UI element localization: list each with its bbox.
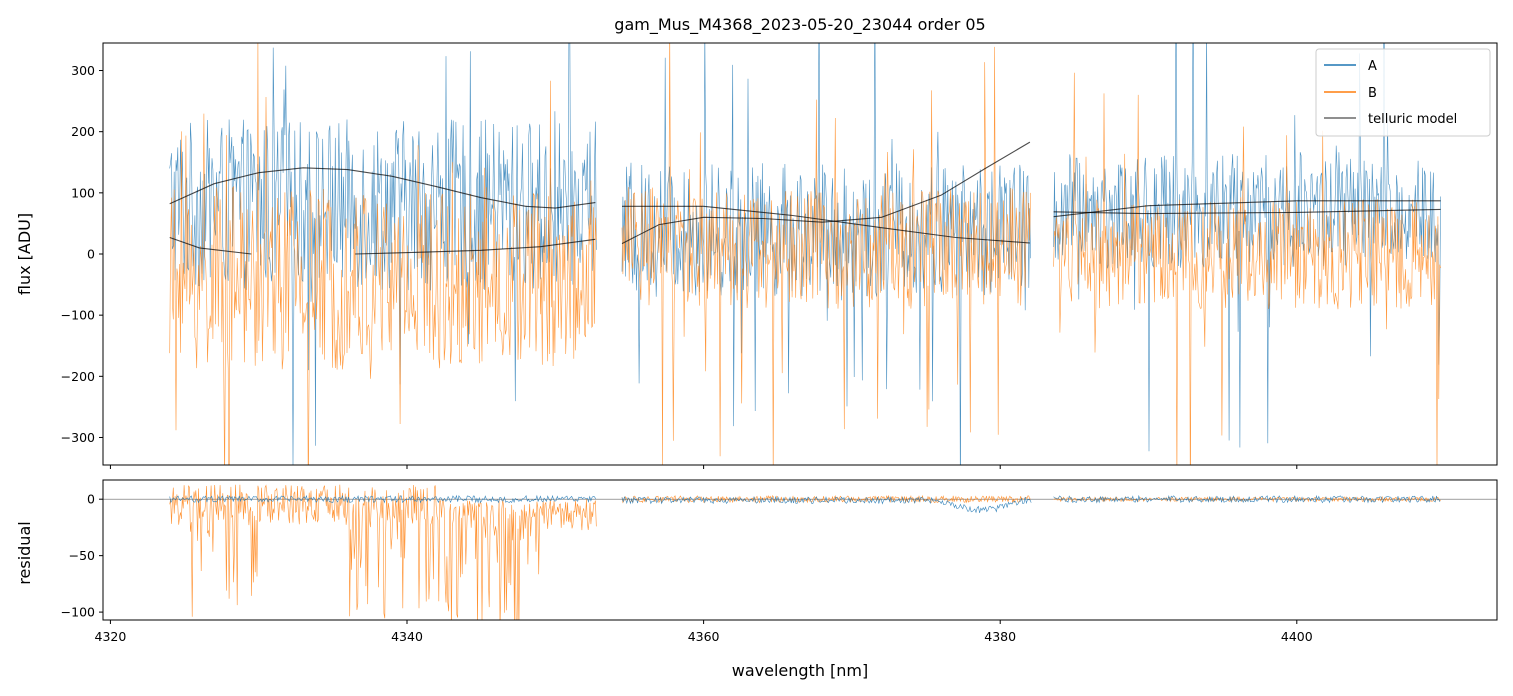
y-tick-label: −50 xyxy=(69,548,95,563)
flux-x-ticks xyxy=(109,465,1298,469)
residual-xlabel: wavelength [nm] xyxy=(732,661,869,680)
legend-box xyxy=(1315,48,1491,137)
residual-a-segment-1 xyxy=(621,495,1032,514)
telluric-model-curve-1 xyxy=(169,236,252,255)
telluric-model-layer xyxy=(169,141,1441,255)
y-tick-label: −200 xyxy=(61,369,95,384)
legend: A B telluric model xyxy=(1315,48,1491,137)
telluric-model-curve-5 xyxy=(1053,208,1441,215)
residual-axes-frame xyxy=(102,479,1498,621)
y-tick-label: −300 xyxy=(61,430,95,445)
series-b-segment-2 xyxy=(1053,72,1441,465)
flux-ylabel: flux [ADU] xyxy=(15,213,34,295)
y-tick-label: 100 xyxy=(71,185,95,200)
residual-b-segment-0 xyxy=(169,484,597,620)
residual-y-ticks: −100 −50 0 xyxy=(61,492,103,620)
y-tick-label: −100 xyxy=(61,605,95,620)
chart-title: gam_Mus_M4368_2023-05-20_23044 order 05 xyxy=(614,15,985,35)
flux-panel: −300 −200 −100 0 100 200 300 flux [ADU] A B te… xyxy=(15,42,1498,469)
residual-x-ticks: 4320 4340 4360 4380 4400 xyxy=(95,620,1313,644)
x-tick-label: 4340 xyxy=(391,629,423,644)
telluric-model-curve-4 xyxy=(622,205,1030,244)
y-tick-label: 200 xyxy=(71,124,95,139)
x-tick-label: 4320 xyxy=(95,629,127,644)
residual-b-segment-1 xyxy=(621,494,1031,504)
telluric-model-curve-2 xyxy=(355,238,596,255)
residual-a-segment-2 xyxy=(1053,494,1441,504)
y-tick-label: −100 xyxy=(61,308,95,323)
flux-y-ticks: −300 −200 −100 0 100 200 300 xyxy=(61,63,103,445)
series-b-segment-1 xyxy=(621,43,1031,465)
y-tick-label: 300 xyxy=(71,63,95,78)
series-b-segment-0 xyxy=(169,43,597,465)
residual-panel: −100 −50 0 4320 4340 4360 4380 4400 residual w… xyxy=(15,479,1498,680)
x-tick-label: 4400 xyxy=(1281,629,1313,644)
residual-data-layer xyxy=(103,484,1497,620)
legend-label-a: A xyxy=(1368,59,1377,74)
telluric-model-curve-0 xyxy=(169,167,596,209)
legend-label-telluric: telluric model xyxy=(1368,112,1457,127)
telluric-model-curve-3 xyxy=(621,141,1031,245)
x-tick-label: 4380 xyxy=(984,629,1016,644)
legend-label-b: B xyxy=(1368,86,1377,101)
residual-ylabel: residual xyxy=(15,521,34,584)
y-tick-label: 0 xyxy=(87,492,95,507)
flux-data-layer xyxy=(169,43,1441,465)
y-tick-label: 0 xyxy=(87,247,95,262)
residual-a-segment-0 xyxy=(169,494,596,504)
telluric-model-curve-6 xyxy=(1053,200,1441,218)
x-tick-label: 4360 xyxy=(688,629,720,644)
